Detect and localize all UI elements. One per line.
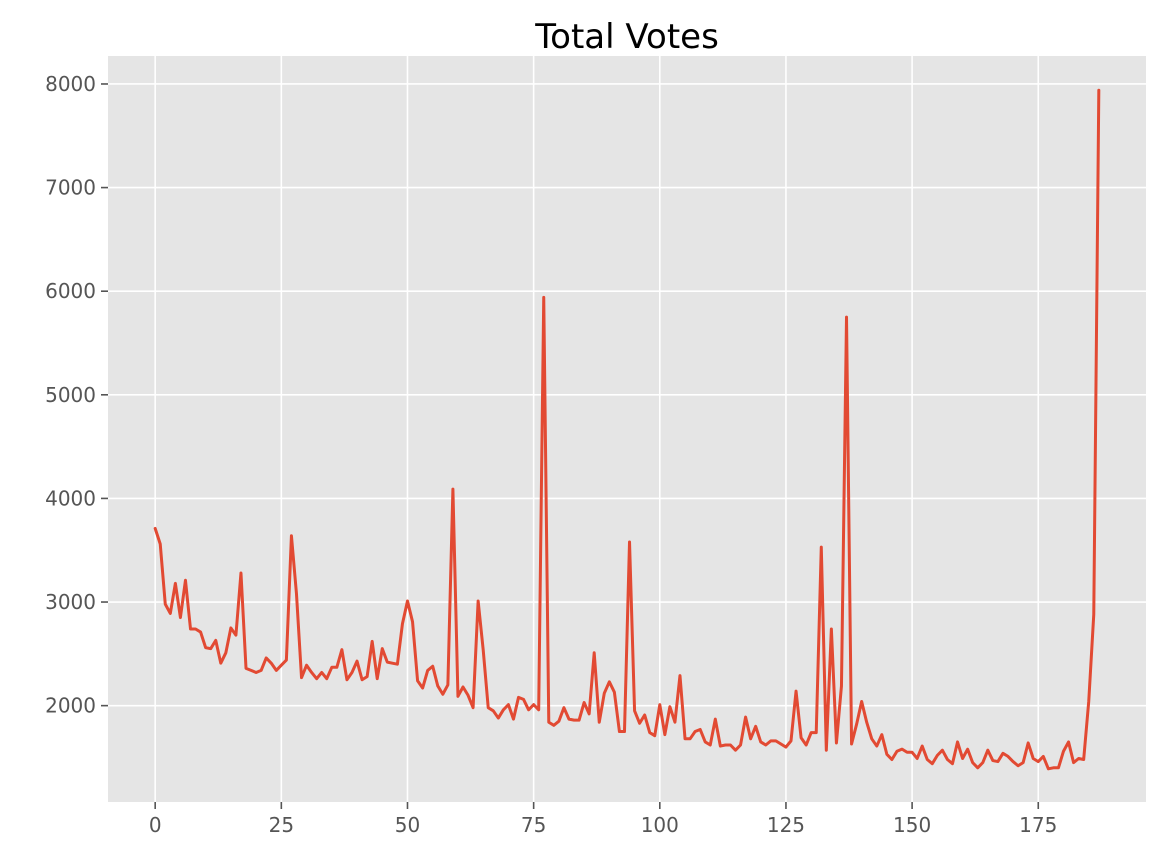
axis-ticks: 0 25 50 75 100 125 150 175 2000 3000 4000 5000 6000 7… <box>45 72 1057 837</box>
y-tick-label: 7000 <box>45 176 96 200</box>
x-tick-label: 150 <box>893 813 931 837</box>
y-tick-label: 5000 <box>45 383 96 407</box>
y-tick-label: 8000 <box>45 72 96 96</box>
x-tick-label: 125 <box>767 813 805 837</box>
x-tick-label: 50 <box>395 813 420 837</box>
series-line-0 <box>153 88 1101 771</box>
x-tick-label: 175 <box>1019 813 1057 837</box>
y-tick-label: 6000 <box>45 279 96 303</box>
y-tick-label: 2000 <box>45 694 96 718</box>
x-tick-label: 100 <box>641 813 679 837</box>
chart-title: Total Votes <box>534 17 719 57</box>
x-tick-label: 0 <box>149 813 162 837</box>
series-layer <box>153 88 1101 771</box>
x-tick-label: 25 <box>269 813 294 837</box>
y-tick-label: 4000 <box>45 486 96 510</box>
x-tick-label: 75 <box>521 813 546 837</box>
y-tick-label: 3000 <box>45 590 96 614</box>
